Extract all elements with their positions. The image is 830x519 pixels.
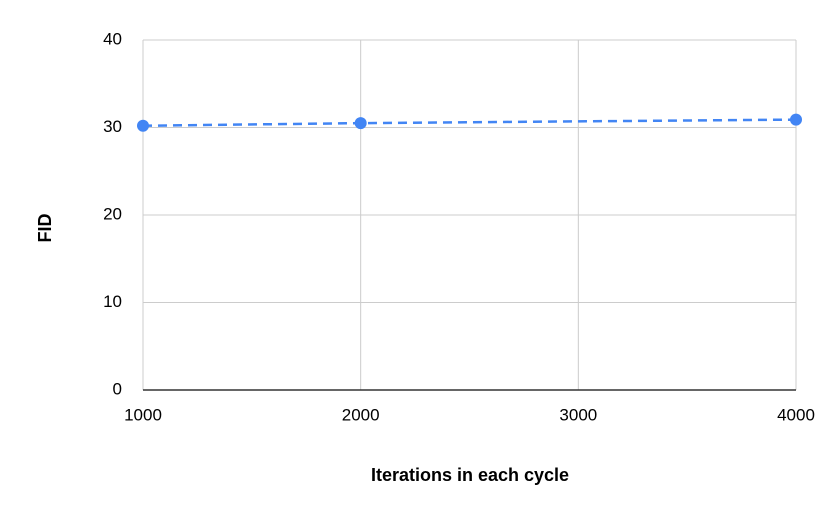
y-tick-label: 30 <box>103 117 122 136</box>
y-axis-label: FID <box>35 214 55 243</box>
series-layer <box>137 113 802 132</box>
y-tick-label: 10 <box>103 292 122 311</box>
series-line <box>142 118 797 127</box>
data-point <box>137 119 149 132</box>
data-point <box>790 113 802 126</box>
x-tick-label: 2000 <box>342 405 380 424</box>
y-tick-label: 40 <box>103 29 122 48</box>
y-tick-label: 20 <box>103 204 122 223</box>
grid-lines <box>142 39 797 390</box>
x-tick-label: 4000 <box>777 405 815 424</box>
x-tick-label: 1000 <box>124 405 162 424</box>
x-tick-label: 3000 <box>559 405 597 424</box>
tick-labels: 0 10 20 30 40 1000 2000 3000 4000 <box>103 29 815 424</box>
y-tick-label: 0 <box>113 379 122 398</box>
x-axis-label: Iterations in each cycle <box>371 465 569 485</box>
data-point <box>354 117 367 130</box>
